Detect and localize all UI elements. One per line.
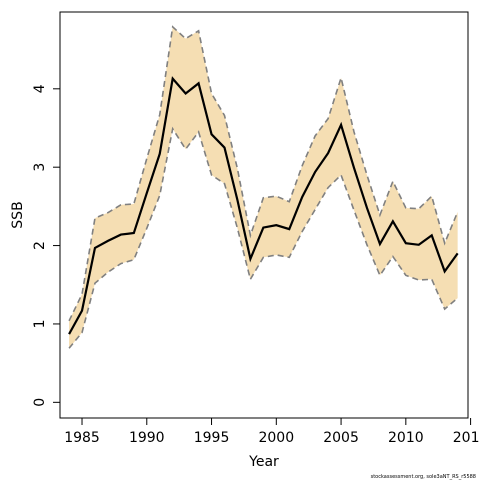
x-tick-label: 1985 xyxy=(64,430,100,446)
x-tick-label: 2005 xyxy=(323,430,359,446)
confidence-band xyxy=(69,26,458,349)
confidence-band-layer xyxy=(69,26,458,349)
x-tick-label: 2010 xyxy=(388,430,424,446)
y-axis: 0 1 2 3 4 xyxy=(32,84,60,407)
lower-bound-line xyxy=(68,126,459,349)
y-tick-label: 4 xyxy=(32,84,48,93)
estimate-line-layer xyxy=(68,25,459,349)
y-axis-title: SSB xyxy=(10,201,26,228)
y-tick-label: 3 xyxy=(32,163,48,172)
x-axis: 1985 1990 1995 2000 2005 2010 2015 xyxy=(64,418,480,446)
y-tick-label: 2 xyxy=(32,241,48,250)
y-tick-label: 0 xyxy=(32,398,48,407)
credit-note: stockassessment.org, sole3aNT_RS_r5588 xyxy=(371,474,476,480)
y-tick-label: 1 xyxy=(32,319,48,328)
upper-bound-line xyxy=(68,25,459,322)
x-tick-label: 2015 xyxy=(453,430,480,446)
x-tick-label: 2000 xyxy=(258,430,294,446)
x-tick-label: 1995 xyxy=(194,430,230,446)
x-tick-label: 1990 xyxy=(129,430,165,446)
x-axis-title: Year xyxy=(248,454,279,470)
plot-frame xyxy=(59,11,469,419)
estimate-line xyxy=(68,76,459,335)
